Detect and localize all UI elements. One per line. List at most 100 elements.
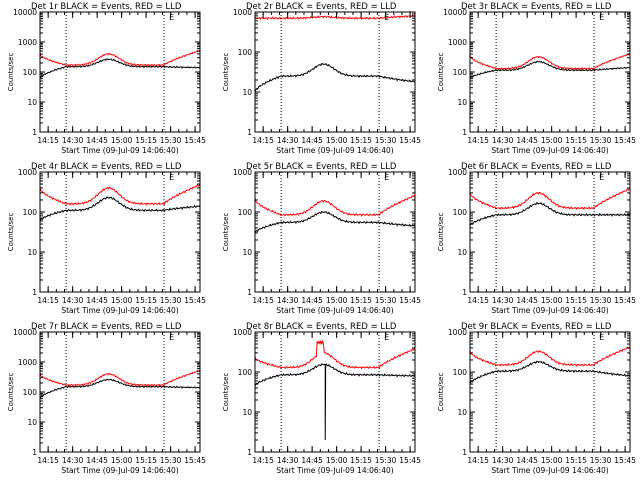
x-tick-label: 14:30	[492, 456, 514, 465]
y-tick-label: 1000	[448, 168, 467, 177]
x-axis-label: Start Time (09-Jul-09 14:06:40)	[61, 146, 178, 155]
series-line-lld	[254, 339, 416, 370]
y-tick-label: 10000	[443, 8, 467, 17]
series-line-events	[469, 202, 631, 227]
y-tick-label: 10	[242, 88, 252, 97]
x-tick-label: 15:45	[614, 296, 636, 305]
x-tick-label: 15:45	[184, 296, 206, 305]
x-tick-label: 14:45	[86, 136, 108, 145]
corner-mark: E	[384, 13, 389, 22]
x-tick-label: 15:30	[375, 136, 397, 145]
y-tick-label: 10	[457, 248, 467, 257]
corner-mark: E	[599, 173, 604, 182]
x-tick-label: 14:45	[516, 456, 538, 465]
chart-title: Det 1r BLACK = Events, RED = LLD	[31, 2, 182, 12]
x-axis-label: Start Time (09-Jul-09 14:06:40)	[276, 306, 393, 315]
x-tick-label: 15:45	[614, 136, 636, 145]
x-tick-label: 15:15	[350, 456, 372, 465]
x-tick-label: 15:45	[399, 296, 421, 305]
x-tick-label: 15:30	[160, 136, 182, 145]
x-axis-label: Start Time (09-Jul-09 14:06:40)	[491, 146, 608, 155]
y-tick-label: 100	[23, 68, 38, 77]
y-axis-label: Counts/sec	[7, 53, 15, 92]
x-tick-label: 14:15	[37, 456, 59, 465]
plot-frame	[254, 171, 416, 293]
y-tick-label: 1	[247, 128, 252, 137]
y-tick-label: 10	[457, 98, 467, 107]
chart-panel-4: Det 4r BLACK = Events, RED = LLD 1 10 100 10…	[7, 162, 206, 315]
corner-mark: E	[169, 173, 174, 182]
chart-title: Det 2r BLACK = Events, RED = LLD	[246, 2, 397, 12]
plot-frame	[39, 11, 201, 133]
y-axis-label: Counts/sec	[7, 373, 15, 412]
x-tick-label: 14:15	[37, 296, 59, 305]
chart-title: Det 7r BLACK = Events, RED = LLD	[31, 322, 182, 332]
y-tick-label: 10	[457, 408, 467, 417]
x-axis-label: Start Time (09-Jul-09 14:06:40)	[276, 466, 393, 475]
x-tick-label: 15:30	[590, 456, 612, 465]
x-tick-label: 15:00	[326, 136, 348, 145]
x-tick-label: 15:45	[184, 136, 206, 145]
chart-panel-6: Det 6r BLACK = Events, RED = LLD 1 10 100 10…	[437, 162, 636, 315]
y-tick-label: 10	[27, 248, 37, 257]
y-tick-label: 100	[238, 208, 253, 217]
series-line-lld	[469, 188, 631, 211]
corner-mark: E	[169, 333, 174, 342]
x-axis-label: Start Time (09-Jul-09 14:06:40)	[276, 146, 393, 155]
x-tick-label: 14:15	[252, 296, 274, 305]
y-tick-label: 1	[32, 128, 37, 137]
series-line-events	[469, 60, 631, 79]
series-line-lld	[39, 369, 201, 387]
corner-mark: E	[384, 333, 389, 342]
x-tick-label: 15:30	[590, 296, 612, 305]
x-axis-label: Start Time (09-Jul-09 14:06:40)	[61, 466, 178, 475]
series-line-lld	[254, 14, 416, 21]
corner-mark: E	[599, 333, 604, 342]
y-tick-label: 1	[462, 288, 467, 297]
plot-frame	[469, 11, 631, 133]
series-line-events	[39, 58, 201, 79]
y-tick-label: 10	[242, 248, 252, 257]
chart-panel-5: Det 5r BLACK = Events, RED = LLD 1 10 100 10…	[222, 162, 421, 315]
y-tick-label: 1000	[448, 328, 467, 337]
chart-title: Det 8r BLACK = Events, RED = LLD	[246, 322, 397, 332]
x-tick-label: 15:30	[160, 456, 182, 465]
y-tick-label: 10000	[13, 328, 37, 337]
chart-panel-1: Det 1r BLACK = Events, RED = LLD 1 10 100 10…	[7, 2, 206, 155]
x-tick-label: 14:30	[277, 136, 299, 145]
x-tick-label: 15:45	[399, 456, 421, 465]
x-tick-label: 14:15	[467, 296, 489, 305]
y-tick-label: 1	[462, 128, 467, 137]
plot-frame	[39, 331, 201, 453]
x-tick-label: 14:30	[62, 456, 84, 465]
series-line-events	[39, 378, 201, 399]
x-tick-label: 15:15	[135, 296, 157, 305]
y-tick-label: 100	[238, 48, 253, 57]
x-tick-label: 15:15	[565, 296, 587, 305]
corner-mark: E	[169, 13, 174, 22]
x-tick-label: 14:15	[467, 456, 489, 465]
y-tick-label: 1000	[18, 38, 37, 47]
x-tick-label: 15:00	[111, 136, 133, 145]
x-tick-label: 15:00	[541, 136, 563, 145]
x-tick-label: 15:00	[541, 296, 563, 305]
x-tick-label: 15:00	[326, 296, 348, 305]
series-line-events	[254, 210, 416, 234]
x-tick-label: 15:00	[111, 456, 133, 465]
x-tick-label: 14:30	[277, 456, 299, 465]
x-tick-label: 14:15	[37, 136, 59, 145]
x-tick-label: 14:45	[86, 456, 108, 465]
chart-panel-8: Det 8r BLACK = Events, RED = LLD 1 10 100 10…	[222, 322, 421, 475]
series-line-lld	[469, 346, 631, 367]
y-tick-label: 10	[27, 418, 37, 427]
plot-frame	[469, 331, 631, 453]
y-tick-label: 1000	[18, 168, 37, 177]
series-line-lld	[469, 53, 631, 71]
plot-frame	[254, 331, 416, 453]
y-tick-label: 1000	[233, 328, 252, 337]
x-tick-label: 15:15	[565, 456, 587, 465]
y-tick-label: 1	[32, 448, 37, 457]
chart-panel-2: Det 2r BLACK = Events, RED = LLD 1 10 100 10…	[222, 2, 421, 155]
series-line-events	[469, 360, 631, 385]
x-tick-label: 15:30	[375, 456, 397, 465]
